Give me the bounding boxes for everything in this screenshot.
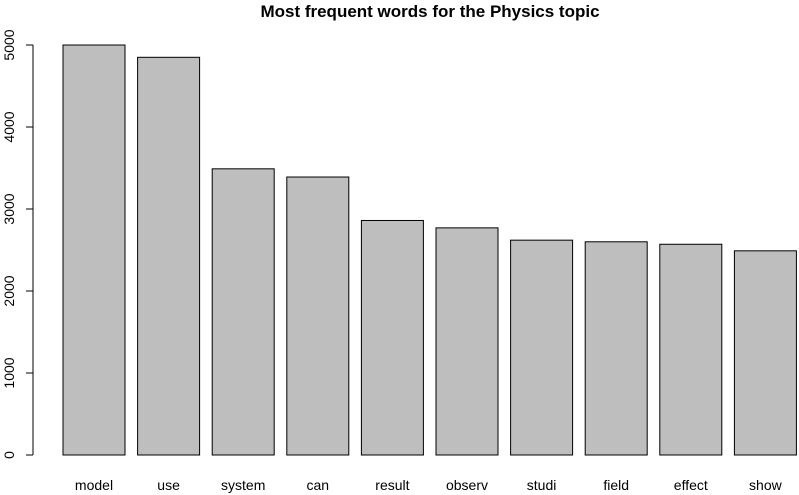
- bars-group: [62, 44, 797, 456]
- bar-system: [211, 168, 275, 456]
- bar-use: [137, 56, 201, 456]
- bar-field: [584, 241, 648, 456]
- x-tick-labels: model use system can result observ studi field e…: [75, 477, 783, 493]
- chart-title: Most frequent words for the Physics topi…: [260, 2, 599, 21]
- bar-studi: [510, 239, 574, 456]
- bar-model: [62, 44, 126, 456]
- x-tick-label: can: [307, 477, 330, 493]
- bar-show: [733, 250, 797, 456]
- bar-observ: [435, 227, 499, 456]
- x-tick-label: field: [603, 477, 629, 493]
- x-tick-label: effect: [674, 477, 708, 493]
- x-tick-label: result: [375, 477, 409, 493]
- x-tick-label: use: [157, 477, 180, 493]
- bar-result: [360, 219, 424, 456]
- bar-can: [286, 176, 350, 456]
- x-tick-label: model: [75, 477, 113, 493]
- x-tick-label: show: [749, 477, 783, 493]
- y-tick-label: 0: [1, 451, 17, 459]
- bar-effect: [659, 243, 723, 456]
- y-tick-label: 2000: [1, 275, 17, 306]
- y-tick-label: 1000: [1, 357, 17, 388]
- x-tick-label: studi: [527, 477, 557, 493]
- x-tick-label: system: [221, 477, 265, 493]
- y-axis: 0 1000 2000 3000 4000 5000: [1, 29, 34, 459]
- x-tick-label: observ: [446, 477, 488, 493]
- y-tick-label: 4000: [1, 111, 17, 142]
- y-tick-label: 3000: [1, 193, 17, 224]
- y-tick-label: 5000: [1, 29, 17, 60]
